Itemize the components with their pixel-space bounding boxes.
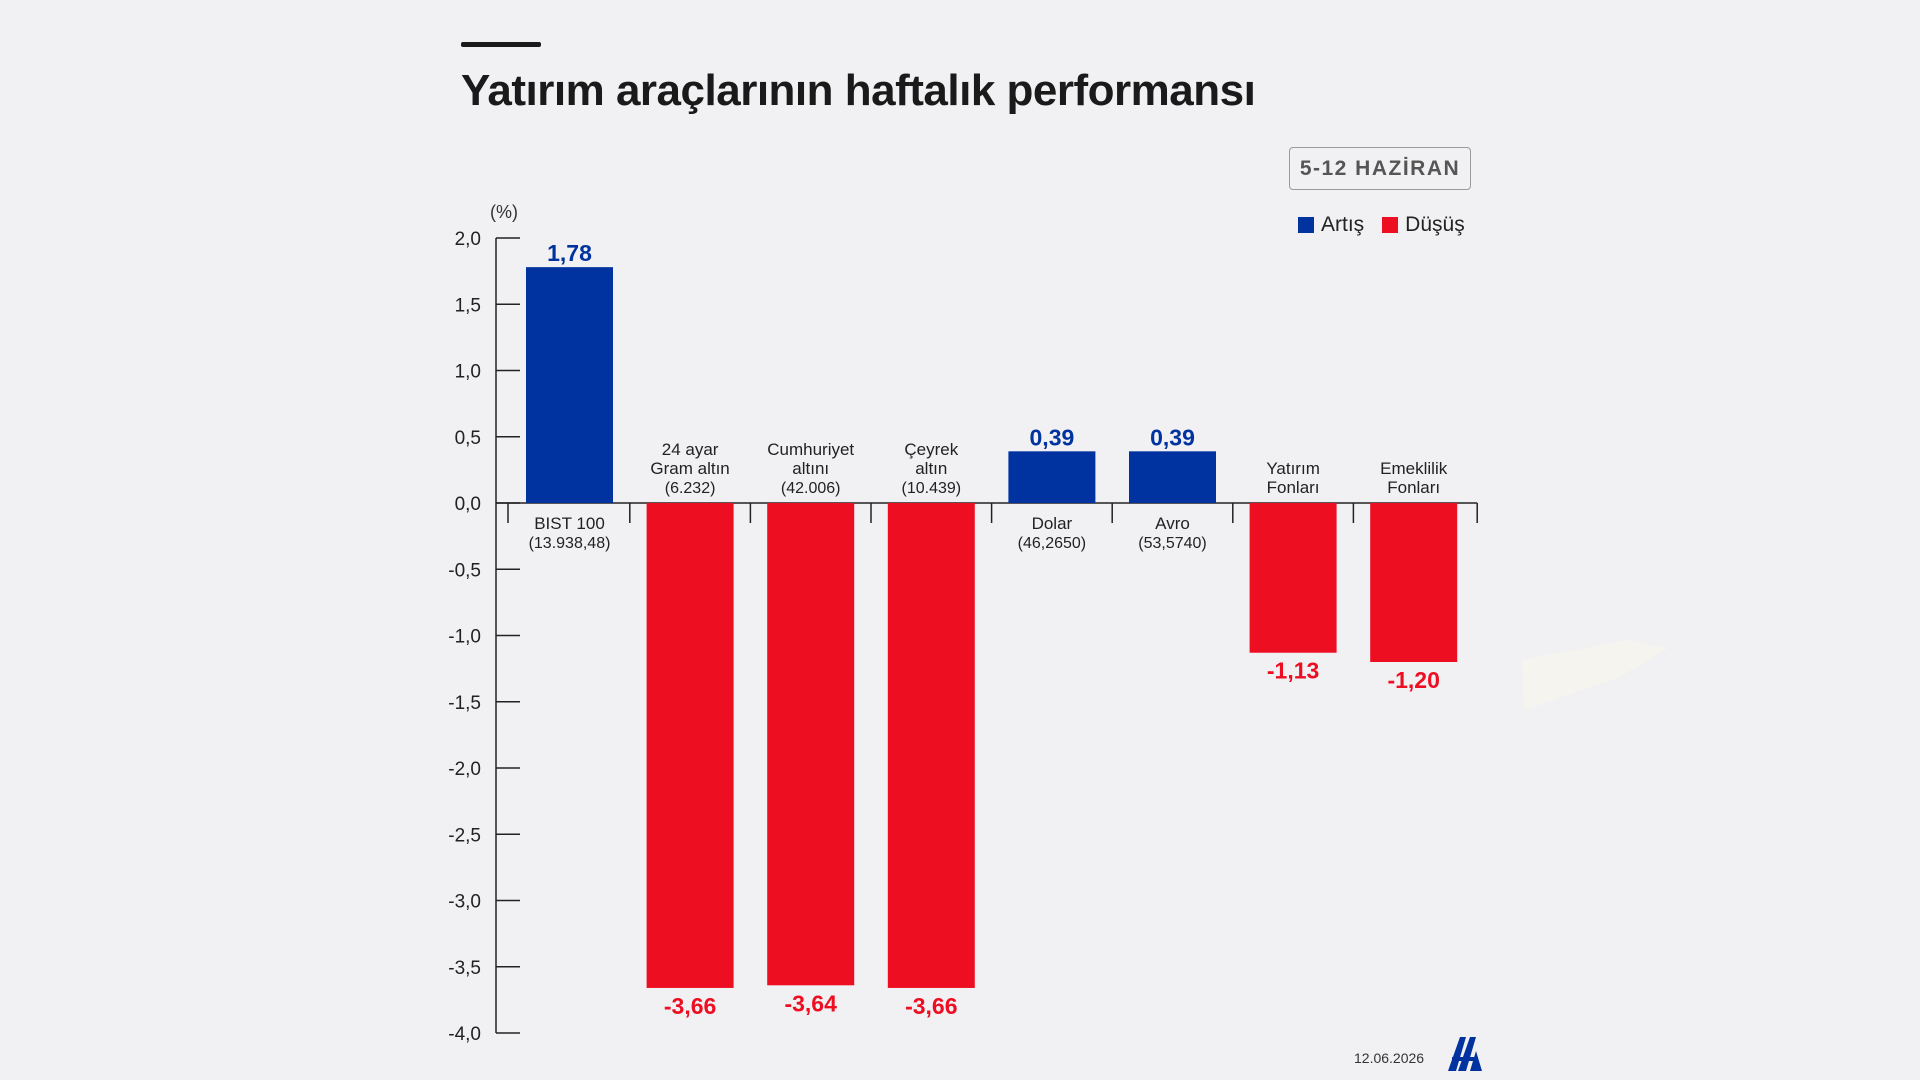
date-range-badge: 5-12 HAZİRAN (1289, 147, 1471, 190)
legend-swatch-decrease (1382, 217, 1399, 233)
bar (1370, 503, 1458, 662)
legend-item-decrease: Düşüş (1382, 213, 1465, 237)
faint-watermark-shape (1518, 630, 1678, 715)
y-tick-label: -3,5 (448, 958, 481, 979)
y-tick-label: -1,0 (448, 627, 481, 648)
category-label: Dolar (1032, 514, 1073, 533)
category-sublabel: (10.439) (902, 480, 962, 497)
bar (887, 503, 975, 988)
legend-swatch-increase (1298, 217, 1314, 233)
category-label: Yatırım (1266, 459, 1320, 478)
category-label: BIST 100 (534, 514, 605, 533)
y-tick-label: 0,0 (455, 494, 481, 515)
y-tick-label: -0,5 (448, 560, 481, 581)
bar (646, 503, 734, 988)
category-label: Cumhuriyet (767, 440, 854, 459)
footer-date: 12.06.2026 (1354, 1050, 1425, 1066)
bar (1249, 503, 1337, 653)
y-axis-unit-label: (%) (490, 202, 518, 222)
bar-value-label: 0,39 (1150, 424, 1195, 450)
category-sublabel: (13.938,48) (529, 535, 611, 552)
bar-value-label: -1,20 (1387, 667, 1439, 693)
bar-value-label: -3,66 (905, 993, 957, 1019)
bar (1008, 451, 1096, 503)
bar-value-label: 0,39 (1030, 424, 1075, 450)
category-label: Emeklilik (1380, 459, 1448, 478)
category-label: Gram altın (650, 459, 729, 478)
legend: Artış Düşüş (1298, 213, 1465, 237)
y-tick-label: 1,0 (455, 362, 481, 383)
bar (1129, 451, 1216, 503)
bar-value-label: 1,78 (547, 240, 592, 266)
chart-title: Yatırım araçlarının haftalık performansı (461, 66, 1256, 115)
category-label: Avro (1155, 514, 1190, 533)
bar (526, 267, 613, 503)
y-tick-label: -3,0 (448, 892, 481, 913)
y-tick-label: -1,5 (448, 693, 481, 714)
y-tick-label: -4,0 (448, 1024, 481, 1045)
category-label: altını (792, 459, 829, 478)
y-tick-label: -2,5 (448, 825, 481, 846)
category-sublabel: (46,2650) (1018, 535, 1087, 552)
category-label: Fonları (1267, 478, 1320, 497)
category-label: 24 ayar (662, 440, 719, 459)
category-label: Fonları (1387, 478, 1440, 497)
y-tick-label: 2,0 (455, 229, 481, 250)
category-sublabel: (53,5740) (1138, 535, 1207, 552)
y-tick-label: 0,5 (455, 428, 481, 449)
bar-value-label: -1,13 (1267, 658, 1319, 684)
category-sublabel: (6.232) (665, 480, 716, 497)
legend-label-decrease: Düşüş (1405, 213, 1465, 236)
aa-logo-icon (1444, 1033, 1484, 1078)
bar-value-label: -3,64 (784, 990, 837, 1016)
bar (767, 503, 855, 986)
bar-value-label: -3,66 (664, 993, 716, 1019)
legend-label-increase: Artış (1321, 213, 1365, 236)
category-sublabel: (42.006) (781, 480, 841, 497)
category-label: Çeyrek (904, 440, 958, 459)
legend-item-increase: Artış (1298, 213, 1364, 237)
y-tick-label: 1,5 (455, 295, 481, 316)
title-accent-line (461, 42, 541, 47)
category-label: altın (915, 459, 947, 478)
y-tick-label: -2,0 (448, 759, 481, 780)
